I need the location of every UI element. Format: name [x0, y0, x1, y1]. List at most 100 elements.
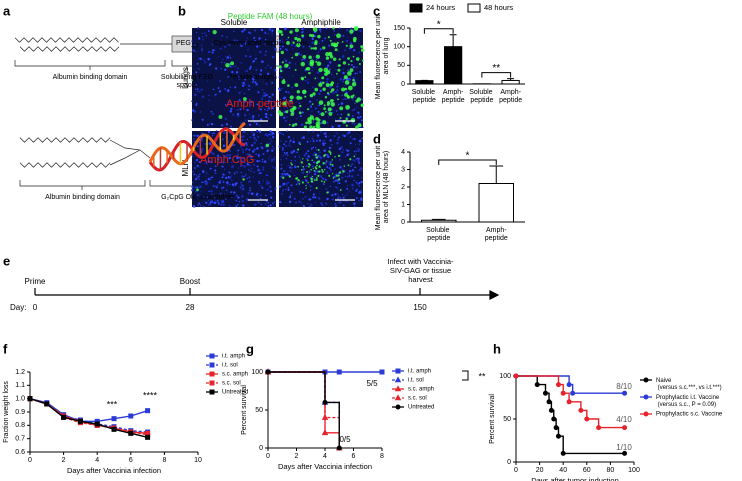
stain-dot	[270, 196, 273, 199]
stain-dot	[336, 85, 339, 88]
stain-dot	[242, 158, 244, 160]
event-day: 0	[33, 303, 38, 312]
stain-dot	[282, 176, 285, 179]
stain-dot	[251, 42, 254, 45]
stain-dot	[311, 148, 313, 150]
stain-dot	[239, 43, 241, 45]
event-day: 28	[186, 303, 195, 312]
stain-dot	[318, 193, 320, 195]
stain-dot	[202, 32, 204, 34]
stain-dot	[310, 180, 314, 183]
x-tick-label: 6	[129, 457, 133, 464]
panel-label: h	[493, 341, 501, 356]
stain-dot	[308, 130, 310, 133]
stain-dot	[356, 157, 358, 159]
stain-dot	[296, 37, 302, 43]
marker	[145, 434, 151, 440]
stain-dot	[335, 131, 337, 133]
stain-dot	[330, 102, 336, 107]
marker	[566, 399, 572, 405]
stain-dot	[343, 164, 346, 166]
marker	[128, 413, 134, 419]
stain-dot	[339, 171, 342, 174]
stain-dot	[252, 136, 256, 140]
stain-dot	[250, 170, 252, 172]
x-tick-label: 0	[514, 467, 518, 474]
stain-dot	[301, 197, 304, 200]
stain-dot	[245, 70, 248, 73]
stain-dot	[231, 161, 233, 164]
stain-dot	[351, 187, 354, 190]
y-tick-label: 0	[401, 219, 405, 226]
stain-dot	[249, 65, 252, 68]
stain-dot	[325, 27, 328, 30]
stain-dot	[192, 155, 194, 158]
legend-label: Prophylactic i.t. Vaccine (versus s.c., …	[656, 395, 720, 408]
stain-dot	[212, 185, 215, 187]
stain-dot	[348, 153, 350, 155]
stain-dot	[305, 157, 309, 160]
stain-dot	[259, 69, 263, 72]
stain-dot	[352, 159, 355, 162]
stain-dot	[248, 148, 251, 151]
construct-name: Amph CpG	[200, 154, 255, 166]
stain-dot	[316, 61, 322, 66]
stain-dot	[324, 110, 327, 113]
stain-dot	[352, 55, 355, 58]
stain-dot	[358, 63, 361, 65]
stain-dot	[357, 111, 360, 114]
stain-dot	[349, 190, 351, 192]
stain-dot	[236, 112, 240, 116]
stain-dot	[241, 195, 244, 198]
stain-dot	[289, 145, 292, 147]
stain-dot	[240, 171, 242, 174]
stain-dot	[209, 123, 211, 125]
stain-dot	[324, 72, 328, 76]
y-tick-label: 50	[503, 416, 511, 423]
stain-dot	[326, 191, 329, 194]
stain-dot	[226, 189, 228, 191]
stain-dot	[220, 187, 223, 189]
stain-dot	[297, 148, 300, 151]
stain-dot	[266, 134, 269, 137]
stain-dot	[312, 193, 316, 196]
stain-dot	[201, 137, 203, 140]
stain-dot	[293, 197, 296, 201]
stain-dot	[354, 26, 359, 30]
stain-dot	[191, 119, 193, 121]
annotation: ***	[107, 399, 118, 409]
stain-dot	[340, 34, 343, 37]
significance-label: *	[437, 19, 441, 30]
stain-dot	[259, 169, 261, 172]
stain-dot	[345, 117, 348, 121]
stain-dot	[255, 129, 259, 133]
stain-dot	[217, 201, 219, 204]
y-axis-label: Percent survival	[241, 385, 248, 435]
bar	[444, 46, 463, 85]
stain-dot	[339, 159, 341, 161]
stain-dot	[349, 44, 354, 49]
stain-dot	[195, 71, 198, 74]
stain-dot	[326, 153, 329, 156]
stain-dot	[194, 50, 197, 52]
marker	[395, 368, 401, 374]
stain-dot	[227, 89, 230, 92]
stain-dot	[332, 177, 335, 179]
stain-dot	[306, 174, 309, 176]
marker	[555, 433, 561, 439]
marker	[543, 390, 548, 396]
stain-dot	[255, 139, 258, 142]
stain-dot	[313, 152, 316, 154]
stain-dot	[316, 156, 319, 158]
stain-dot	[237, 114, 240, 118]
stain-dot	[325, 160, 328, 162]
stain-dot	[346, 193, 349, 195]
stain-dot	[312, 56, 315, 58]
bar	[415, 80, 434, 85]
stain-dot	[292, 137, 294, 140]
stain-dot	[308, 100, 312, 103]
stain-dot	[337, 113, 339, 115]
stain-dot	[196, 134, 199, 138]
legend-label: i.t. amph	[222, 354, 245, 360]
stain-dot	[291, 56, 294, 59]
